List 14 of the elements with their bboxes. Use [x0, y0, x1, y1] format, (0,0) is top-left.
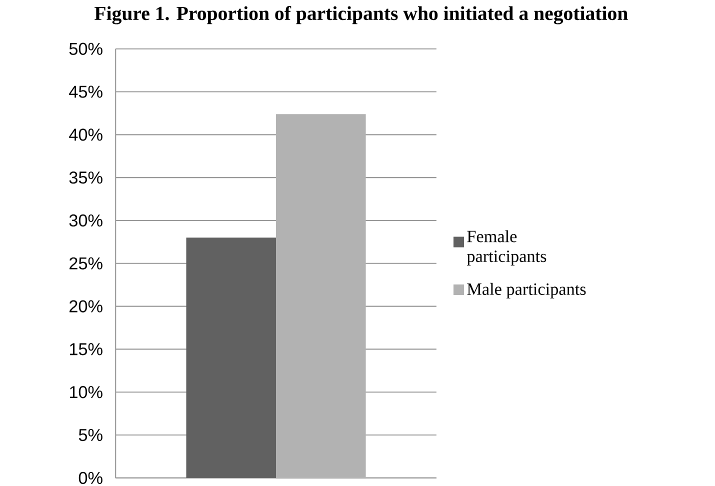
y-tick-label: 40%	[69, 128, 102, 141]
y-tick-label: 50%	[69, 42, 102, 55]
chart-title: Figure 1. Proportion of participants who initiated a negotiation	[94, 6, 628, 24]
y-tick-label: 10%	[70, 386, 102, 398]
y-tick-label: 5%	[78, 429, 102, 442]
y-tick-label: 20%	[70, 300, 102, 312]
y-tick-label: 0%	[78, 472, 102, 484]
y-tick-label: 30%	[69, 214, 102, 227]
y-tick-label: 45%	[69, 86, 102, 98]
legend-label: Male participants	[467, 282, 586, 298]
legend-label: Female participants	[466, 230, 546, 266]
y-tick-label: 15%	[70, 343, 102, 356]
y-tick-label: 25%	[70, 257, 102, 270]
y-tick-label: 35%	[69, 172, 102, 184]
